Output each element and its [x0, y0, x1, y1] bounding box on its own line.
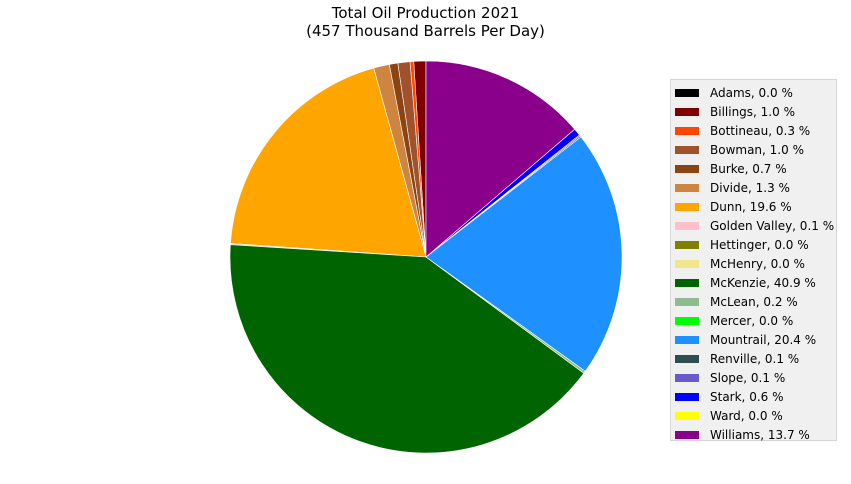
legend-swatch [675, 164, 699, 173]
legend-label: Bowman, 1.0 % [710, 142, 804, 157]
legend-swatch [675, 411, 699, 420]
legend-item: Hettinger, 0.0 % [675, 235, 836, 254]
pie-slice-6 [230, 67, 427, 258]
legend-item: Adams, 0.0 % [675, 83, 836, 102]
legend-swatch [675, 240, 699, 249]
legend-swatch [675, 354, 699, 363]
legend-swatch [675, 183, 699, 192]
legend-item: Bottineau, 0.3 % [675, 121, 836, 140]
legend-label: Adams, 0.0 % [710, 85, 793, 100]
pie-slice-13 [425, 136, 623, 372]
legend-swatch [675, 126, 699, 135]
legend-label: Slope, 0.1 % [710, 370, 786, 385]
chart-title-line-2: (457 Thousand Barrels Per Day) [306, 22, 545, 40]
legend-item: Golden Valley, 0.1 % [675, 216, 836, 235]
legend-label: Renville, 0.1 % [710, 351, 800, 366]
legend-swatch [675, 88, 699, 97]
legend-item: Renville, 0.1 % [675, 349, 836, 368]
legend-label: Ward, 0.0 % [710, 408, 783, 423]
legend-label: Stark, 0.6 % [710, 389, 784, 404]
legend-label: Williams, 13.7 % [710, 427, 810, 442]
legend-item: Billings, 1.0 % [675, 102, 836, 121]
legend-item: Bowman, 1.0 % [675, 140, 836, 159]
legend-label: Hettinger, 0.0 % [710, 237, 809, 252]
legend-item: McKenzie, 40.9 % [675, 273, 836, 292]
legend-item: Burke, 0.7 % [675, 159, 836, 178]
legend-swatch [675, 202, 699, 211]
legend-item: McHenry, 0.0 % [675, 254, 836, 273]
legend-swatch [675, 259, 699, 268]
legend-item: Mountrail, 20.4 % [675, 330, 836, 349]
legend-label: Golden Valley, 0.1 % [710, 218, 835, 233]
legend-label: McLean, 0.2 % [710, 294, 798, 309]
pie-slice-18 [425, 60, 575, 258]
legend-label: Divide, 1.3 % [710, 180, 790, 195]
legend-item: Divide, 1.3 % [675, 178, 836, 197]
legend-item: Stark, 0.6 % [675, 387, 836, 406]
legend-swatch [675, 392, 699, 401]
legend-swatch [675, 278, 699, 287]
legend-swatch [675, 335, 699, 344]
legend-item: Slope, 0.1 % [675, 368, 836, 387]
legend-label: Bottineau, 0.3 % [710, 123, 811, 138]
legend: Adams, 0.0 % Billings, 1.0 % Bottineau, 0.… [670, 79, 837, 444]
legend-item: Williams, 13.7 % [675, 425, 836, 444]
legend-swatch [675, 221, 699, 230]
legend-item: Mercer, 0.0 % [675, 311, 836, 330]
legend-swatch [675, 373, 699, 382]
pie-slice-10 [229, 244, 585, 454]
chart-title-line-1: Total Oil Production 2021 [331, 4, 520, 22]
legend-label: Mountrail, 20.4 % [710, 332, 817, 347]
legend-label: Mercer, 0.0 % [710, 313, 794, 328]
chart-title: Total Oil Production 2021 (457 Thousand … [0, 4, 851, 40]
legend-label: Burke, 0.7 % [710, 161, 787, 176]
legend-swatch [675, 297, 699, 306]
legend-label: Dunn, 19.6 % [710, 199, 792, 214]
legend-swatch [675, 145, 699, 154]
legend-swatch [675, 107, 699, 116]
legend-item: Dunn, 19.6 % [675, 197, 836, 216]
legend-swatch [675, 430, 699, 439]
legend-label: McHenry, 0.0 % [710, 256, 805, 271]
legend-label: Billings, 1.0 % [710, 104, 795, 119]
legend-swatch [675, 316, 699, 325]
legend-item: McLean, 0.2 % [675, 292, 836, 311]
legend-item: Ward, 0.0 % [675, 406, 836, 425]
legend-label: McKenzie, 40.9 % [710, 275, 816, 290]
pie-slices [229, 60, 623, 454]
